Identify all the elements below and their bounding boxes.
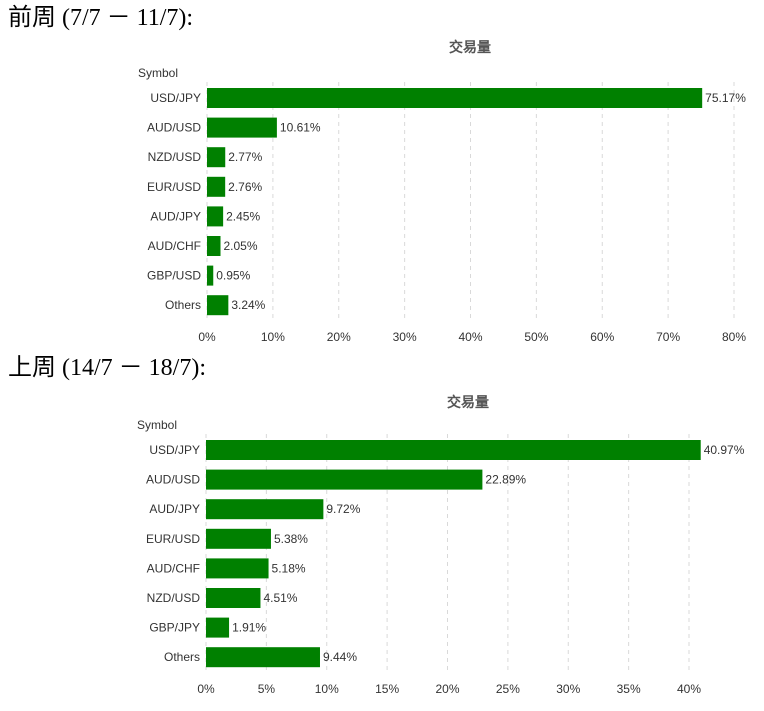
- bar: [207, 236, 221, 256]
- data-label: 5.38%: [274, 532, 308, 546]
- x-tick-label: 0%: [198, 330, 216, 344]
- data-label: 0.95%: [216, 269, 250, 283]
- category-label: NZD/USD: [148, 150, 202, 164]
- data-label: 40.97%: [704, 443, 745, 457]
- bar: [206, 647, 320, 668]
- category-label: NZD/USD: [147, 591, 201, 605]
- bar: [207, 265, 214, 286]
- x-tick-label: 10%: [315, 682, 339, 696]
- data-label: 2.76%: [228, 180, 262, 194]
- bar: [206, 469, 483, 490]
- bar: [207, 206, 224, 227]
- bar: [207, 88, 703, 108]
- data-label: 2.45%: [226, 209, 260, 223]
- bar: [206, 528, 271, 549]
- y-axis-label: Symbol: [138, 66, 178, 80]
- category-label: USD/JPY: [149, 443, 200, 457]
- x-tick-label: 30%: [393, 330, 417, 344]
- bar: [207, 176, 226, 197]
- bar: [207, 117, 277, 138]
- category-label: GBP/JPY: [149, 621, 200, 635]
- data-label: 3.24%: [231, 298, 265, 312]
- category-label: EUR/USD: [146, 532, 200, 546]
- x-tick-label: 60%: [590, 330, 614, 344]
- data-label: 75.17%: [705, 91, 746, 105]
- data-label: 2.05%: [224, 239, 258, 253]
- category-label: EUR/USD: [147, 180, 201, 194]
- x-tick-label: 5%: [258, 682, 276, 696]
- x-tick-label: 15%: [375, 682, 399, 696]
- x-tick-label: 30%: [556, 682, 580, 696]
- bar: [206, 499, 324, 520]
- category-label: USD/JPY: [150, 91, 201, 105]
- category-label: AUD/JPY: [149, 502, 200, 516]
- bar: [207, 295, 229, 316]
- x-tick-label: 80%: [722, 330, 746, 344]
- section-heading-last-week: 上周 (14/7 － 18/7):: [8, 355, 206, 381]
- data-label: 1.91%: [232, 621, 266, 635]
- chart-title: 交易量: [449, 39, 491, 55]
- x-tick-label: 70%: [656, 330, 680, 344]
- x-tick-label: 20%: [435, 682, 459, 696]
- x-tick-label: 25%: [496, 682, 520, 696]
- x-tick-label: 40%: [677, 682, 701, 696]
- data-label: 2.77%: [228, 150, 262, 164]
- x-tick-label: 40%: [458, 330, 482, 344]
- data-label: 9.44%: [323, 650, 357, 664]
- volume-bar-chart-last-week: 0% 5% 10% 15% 20% 25% 30% 35% 40% 交易量 Symbol USD/JP…: [137, 394, 745, 696]
- y-axis-label: Symbol: [137, 418, 177, 432]
- volume-bar-chart-previous-week: 0% 10% 20% 30% 40% 50% 60% 70% 80% 交易量 Symbol USD/J…: [138, 39, 746, 344]
- section-heading-previous-week: 前周 (7/7 － 11/7):: [8, 5, 194, 31]
- category-label: Others: [164, 650, 200, 664]
- data-label: 4.51%: [263, 591, 297, 605]
- data-label: 9.72%: [326, 502, 360, 516]
- category-label: Others: [165, 298, 201, 312]
- data-label: 10.61%: [280, 121, 321, 135]
- category-label: AUD/USD: [147, 121, 201, 135]
- category-label: AUD/USD: [146, 473, 200, 487]
- x-tick-label: 50%: [524, 330, 548, 344]
- x-tick-label: 0%: [197, 682, 215, 696]
- category-label: AUD/CHF: [148, 239, 201, 253]
- x-tick-label: 35%: [617, 682, 641, 696]
- chart-title: 交易量: [447, 394, 489, 410]
- category-label: AUD/CHF: [147, 561, 200, 575]
- bar: [206, 588, 261, 608]
- bar: [207, 147, 226, 168]
- data-label: 5.18%: [272, 561, 306, 575]
- x-tick-label: 10%: [261, 330, 285, 344]
- bar: [206, 558, 269, 579]
- bar: [206, 440, 701, 460]
- data-label: 22.89%: [485, 473, 526, 487]
- x-tick-label: 20%: [327, 330, 351, 344]
- category-label: GBP/USD: [147, 269, 201, 283]
- bar: [206, 617, 230, 638]
- category-label: AUD/JPY: [150, 209, 201, 223]
